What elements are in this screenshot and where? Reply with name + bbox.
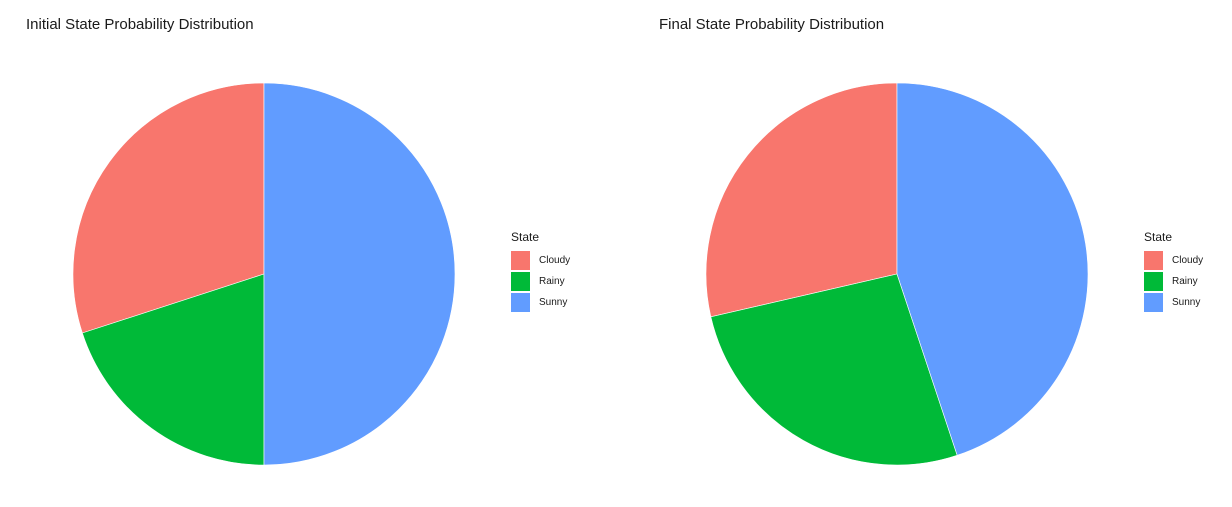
legend-label: Cloudy bbox=[539, 255, 571, 266]
pie-slice-sunny bbox=[263, 82, 456, 466]
legend-item-rainy: Rainy bbox=[511, 271, 570, 292]
legend: State Cloudy Rainy Sunny bbox=[511, 230, 570, 313]
legend: State Cloudy Rainy Sunny bbox=[1144, 230, 1203, 313]
legend-swatch-sunny bbox=[511, 293, 530, 312]
pie-slice-cloudy bbox=[72, 82, 265, 334]
pie-slice-rainy bbox=[81, 273, 265, 466]
legend-swatch-rainy bbox=[511, 272, 530, 291]
initial-pie-panel: Initial State Probability Distribution S… bbox=[26, 16, 570, 466]
legend-label: Rainy bbox=[539, 276, 565, 287]
pie-slice-cloudy bbox=[705, 82, 898, 318]
legend-swatch-cloudy bbox=[1144, 251, 1163, 270]
legend-item-cloudy: Cloudy bbox=[1144, 250, 1203, 271]
chart-title: Final State Probability Distribution bbox=[659, 16, 885, 33]
chart-title: Initial State Probability Distribution bbox=[26, 16, 254, 33]
legend-item-sunny: Sunny bbox=[1144, 292, 1203, 313]
legend-label: Cloudy bbox=[1172, 255, 1204, 266]
legend-swatch-sunny bbox=[1144, 293, 1163, 312]
legend-swatch-rainy bbox=[1144, 272, 1163, 291]
final-pie-panel: Final State Probability Distribution Sta… bbox=[633, 0, 1232, 507]
legend-label: Rainy bbox=[1172, 276, 1198, 287]
legend-label: Sunny bbox=[1172, 297, 1201, 308]
legend-label: Sunny bbox=[539, 297, 568, 308]
legend-item-sunny: Sunny bbox=[511, 292, 570, 313]
legend-item-rainy: Rainy bbox=[1144, 271, 1203, 292]
pie-chart bbox=[72, 82, 456, 466]
pie-chart bbox=[705, 82, 1089, 466]
pie-slice-rainy bbox=[710, 273, 958, 466]
legend-title: State bbox=[511, 230, 540, 244]
legend-swatch-cloudy bbox=[511, 251, 530, 270]
legend-item-cloudy: Cloudy bbox=[511, 250, 570, 271]
pie-slice-sunny bbox=[896, 82, 1089, 456]
legend-title: State bbox=[1144, 230, 1173, 244]
